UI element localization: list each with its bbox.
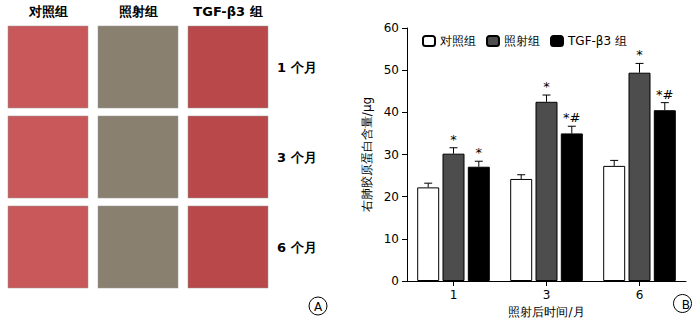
svg-text:0: 0 — [391, 274, 399, 288]
svg-text:60: 60 — [384, 21, 399, 35]
svg-text:照射后时间/月: 照射后时间/月 — [508, 305, 584, 319]
svg-text:3: 3 — [543, 288, 551, 302]
svg-text:1 个月: 1 个月 — [277, 60, 317, 75]
svg-text:20: 20 — [384, 190, 399, 204]
svg-text:6: 6 — [636, 288, 644, 302]
svg-text:*#: *# — [563, 110, 580, 125]
svg-text:1: 1 — [450, 288, 458, 302]
svg-text:A: A — [314, 300, 323, 314]
svg-text:右肺胶原蛋白含量/μg: 右肺胶原蛋白含量/μg — [360, 97, 374, 212]
svg-text:对照组: 对照组 — [440, 34, 476, 48]
svg-text:50: 50 — [384, 63, 399, 77]
svg-text:*: * — [476, 145, 483, 160]
svg-text:30: 30 — [384, 148, 399, 162]
svg-text:*#: *# — [656, 87, 673, 102]
svg-text:*: * — [636, 47, 643, 62]
svg-text:TGF-β3 组: TGF-β3 组 — [567, 34, 627, 48]
svg-text:B: B — [682, 298, 690, 312]
svg-text:*: * — [450, 132, 457, 147]
svg-text:照射组: 照射组 — [504, 34, 540, 48]
svg-text:照射组: 照射组 — [119, 4, 158, 19]
svg-text:*: * — [543, 79, 550, 94]
svg-text:对照组: 对照组 — [28, 4, 68, 19]
svg-text:10: 10 — [384, 232, 399, 246]
svg-text:40: 40 — [384, 105, 399, 119]
svg-text:TGF-β3 组: TGF-β3 组 — [193, 4, 262, 19]
svg-text:6 个月: 6 个月 — [277, 240, 317, 255]
svg-text:3 个月: 3 个月 — [277, 150, 317, 165]
